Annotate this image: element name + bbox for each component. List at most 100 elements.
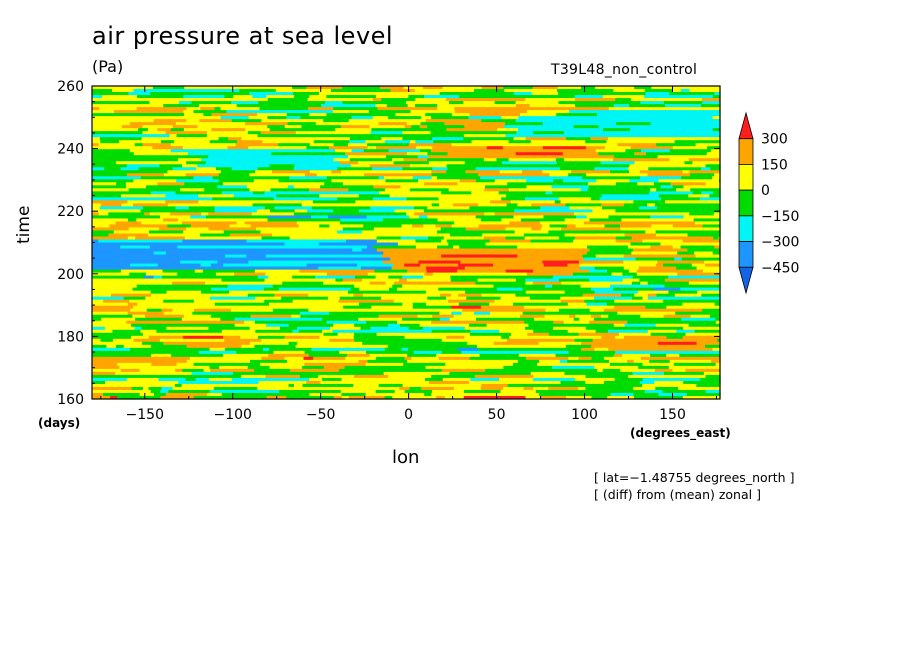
field-cell [265, 176, 290, 180]
field-cell [160, 389, 169, 394]
field-cell [203, 206, 216, 210]
field-cell [341, 341, 363, 346]
field-cell [697, 290, 713, 295]
field-cell [558, 308, 591, 313]
field-cell [246, 239, 270, 243]
field-cell [127, 377, 154, 382]
field-cell [92, 95, 103, 99]
field-cell [497, 287, 524, 292]
colorbar-label: −150 [761, 209, 799, 225]
field-cell [135, 260, 151, 265]
field-cell [412, 101, 450, 105]
field-cell [663, 299, 704, 304]
field-cell [480, 386, 504, 391]
field-cell [172, 386, 188, 391]
field-cell [242, 236, 263, 240]
field-cell [578, 260, 594, 265]
field-cell [104, 167, 122, 171]
field-cell [283, 161, 316, 165]
field-cell [292, 299, 330, 304]
field-cell [545, 191, 553, 195]
field-cell [655, 203, 695, 207]
field-cell [491, 143, 509, 147]
field-cell [298, 197, 338, 201]
field-cell [462, 155, 490, 159]
field-cell [349, 140, 367, 144]
field-cell [409, 215, 420, 219]
field-cell [264, 206, 276, 210]
field-cell [162, 266, 201, 271]
field-cell [422, 200, 432, 204]
field-cell [249, 341, 260, 346]
field-cell [344, 236, 378, 240]
field-cell [672, 236, 714, 240]
field-cell [186, 362, 195, 367]
field-cell [423, 134, 436, 138]
field-cell [567, 125, 575, 129]
field-cell [249, 227, 257, 231]
field-cell [371, 305, 414, 310]
field-cell [338, 368, 369, 373]
field-cell [401, 275, 424, 280]
field-cell [342, 227, 375, 231]
field-cell [212, 176, 256, 180]
field-cell [682, 335, 721, 340]
field-cell [524, 236, 560, 240]
field-cell [523, 233, 566, 237]
field-cell [221, 191, 245, 195]
field-cell [92, 137, 101, 141]
field-cell [286, 116, 302, 120]
field-cell [525, 137, 567, 141]
field-cell [457, 347, 479, 352]
field-cell [560, 119, 570, 123]
field-cell [481, 383, 509, 388]
field-cell [277, 245, 292, 250]
field-cell [669, 359, 712, 364]
field-cell [281, 296, 317, 301]
field-cell [154, 356, 165, 361]
field-cell [493, 284, 528, 289]
field-cell [481, 293, 495, 298]
field-cell [109, 311, 129, 316]
field-cell [626, 188, 651, 192]
field-cell [139, 392, 155, 397]
field-cell [368, 257, 384, 262]
field-cell [564, 218, 591, 222]
field-cell [644, 389, 663, 394]
field-cell [297, 320, 328, 325]
field-cell [686, 392, 721, 397]
field-cell [254, 356, 262, 361]
field-cell [396, 287, 439, 292]
field-cell [266, 182, 274, 186]
field-cell [398, 278, 408, 283]
field-cell [235, 248, 258, 253]
field-cell [307, 107, 334, 111]
field-cell [642, 383, 670, 388]
field-cell [190, 215, 207, 219]
field-cell [209, 365, 220, 370]
field-cell [383, 134, 400, 138]
field-cell [431, 389, 465, 394]
field-cell [558, 254, 566, 259]
field-cell [340, 344, 369, 349]
field-cell [519, 113, 557, 117]
field-cell [557, 140, 586, 144]
field-cell [602, 176, 641, 180]
field-cell [92, 386, 133, 391]
field-cell [432, 272, 451, 277]
field-cell [688, 158, 695, 162]
field-cell [678, 386, 721, 391]
field-cell [616, 386, 634, 391]
field-cell [291, 314, 301, 319]
field-cell [142, 131, 167, 135]
field-cell [153, 119, 187, 123]
field-cell [120, 245, 151, 250]
field-cell [145, 272, 178, 277]
field-cell [284, 125, 303, 129]
field-cell [186, 155, 209, 159]
field-cell [479, 353, 520, 358]
field-cell [642, 113, 671, 117]
field-cell [406, 257, 430, 262]
field-cell [675, 311, 707, 316]
field-cell [469, 380, 512, 385]
